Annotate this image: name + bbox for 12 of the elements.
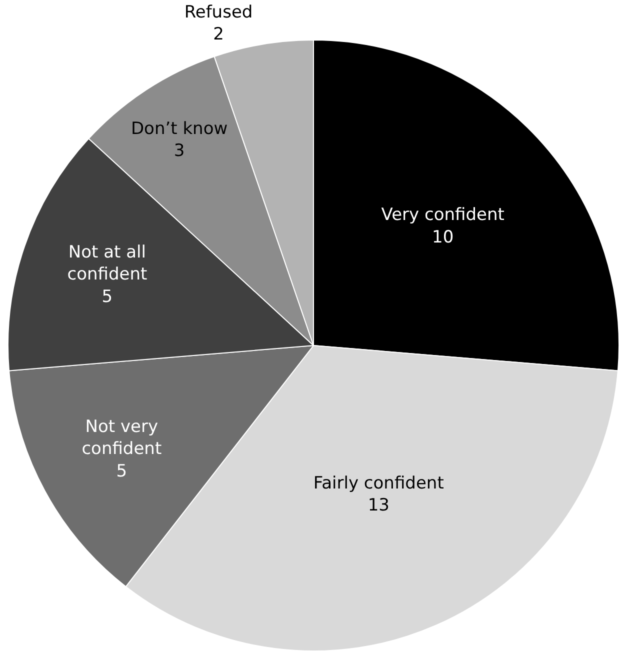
data-label: 3	[174, 141, 185, 162]
data-label: 5	[102, 286, 113, 307]
data-label: 13	[368, 495, 390, 516]
data-label: 5	[116, 461, 128, 482]
slice-label: Very confident	[381, 205, 505, 226]
slice-label: Not at all confident	[67, 242, 148, 285]
slice-label: Not very confident	[82, 417, 162, 460]
slice-label: Don’t know	[130, 119, 228, 140]
slice-label: Fairly confident	[313, 473, 444, 494]
data-label: 10	[432, 227, 454, 248]
slice-label: Refused	[184, 2, 253, 23]
data-label: 2	[213, 24, 224, 45]
